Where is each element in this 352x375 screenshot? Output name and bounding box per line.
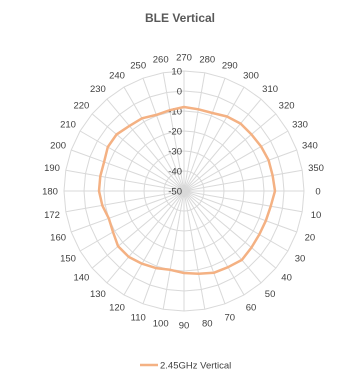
grid-spoke <box>183 78 226 192</box>
angle-label: 280 <box>199 55 215 66</box>
angle-label: 30 <box>295 254 306 265</box>
grid-spoke <box>183 169 303 192</box>
radar-grid <box>63 70 305 312</box>
grid-spoke <box>123 190 185 296</box>
angle-label: 130 <box>90 289 106 300</box>
grid-spoke <box>183 190 289 252</box>
chart-title: BLE Vertical <box>145 11 215 25</box>
angle-label: 330 <box>292 120 308 131</box>
angle-label: 150 <box>60 254 76 265</box>
legend: 2.45GHz Vertical <box>140 361 231 372</box>
grid-spoke <box>183 149 297 192</box>
angle-label: 180 <box>42 187 58 198</box>
grid-spoke <box>106 190 185 284</box>
grid-spoke <box>71 149 185 192</box>
angle-label: 120 <box>109 303 125 314</box>
angle-label: 20 <box>305 232 316 243</box>
grid-spoke <box>65 190 185 213</box>
angle-label: 250 <box>130 61 146 72</box>
radial-tick-label: -30 <box>168 147 182 158</box>
angle-label: 140 <box>73 273 89 284</box>
angle-label: 310 <box>262 84 278 95</box>
radial-tick-label: -40 <box>168 167 182 178</box>
angle-label: 290 <box>222 61 238 72</box>
angle-label: 220 <box>73 100 89 111</box>
angle-label: 50 <box>265 289 276 300</box>
radial-tick-label: 10 <box>171 67 182 78</box>
grid-spoke <box>79 190 185 252</box>
grid-spoke <box>183 98 262 192</box>
grid-spoke <box>183 113 277 192</box>
angle-label: 110 <box>131 312 146 323</box>
grid-spoke <box>183 190 226 304</box>
angle-label: 320 <box>279 100 295 111</box>
angle-label: 230 <box>90 84 106 95</box>
radial-tick-label: -50 <box>168 187 182 198</box>
grid-spoke <box>183 190 277 269</box>
series-line <box>97 105 277 275</box>
angle-label: 172 <box>44 210 60 221</box>
grid-spoke <box>162 190 185 310</box>
radial-tick-label: -10 <box>168 107 182 118</box>
angle-label: 300 <box>243 71 259 82</box>
grid-spoke <box>106 98 185 192</box>
grid-spoke <box>71 190 185 233</box>
angle-label: 260 <box>153 55 169 66</box>
grid-spoke <box>162 72 185 192</box>
grid-spoke <box>91 190 185 269</box>
grid-spoke <box>142 190 185 304</box>
angle-label: 70 <box>225 312 236 323</box>
angle-label: 270 <box>176 53 192 64</box>
angle-label: 60 <box>246 303 257 314</box>
grid-spoke <box>183 190 206 310</box>
radial-tick-label: -20 <box>168 127 182 138</box>
series-layer <box>97 105 277 275</box>
grid-spoke <box>183 190 262 284</box>
angle-label: 40 <box>281 273 292 284</box>
angle-label: 240 <box>109 71 125 82</box>
grid-spoke <box>183 72 206 192</box>
grid-spoke <box>79 130 185 192</box>
radial-tick-labels: -50 -40 -30 -20 -10 0 10 <box>168 67 182 198</box>
angle-label: 80 <box>202 319 213 330</box>
grid-spoke <box>91 113 185 192</box>
angle-label: 340 <box>302 141 318 152</box>
grid-spoke <box>183 190 303 213</box>
angle-label: 160 <box>50 232 66 243</box>
grid-spoke <box>183 190 245 296</box>
grid-spoke <box>183 190 297 233</box>
grid-spoke <box>142 78 185 192</box>
angle-label: 200 <box>50 141 66 152</box>
angle-label: 90 <box>179 321 190 332</box>
angle-label: 100 <box>153 319 169 330</box>
angle-label: 10 <box>311 210 322 221</box>
radial-tick-label: 0 <box>177 87 182 98</box>
grid-spoke <box>65 169 185 192</box>
grid-spoke <box>183 86 245 192</box>
angle-label: 350 <box>308 163 324 174</box>
legend-label: 2.45GHz Vertical <box>160 361 231 372</box>
grid-spoke <box>123 86 185 192</box>
angle-label: 210 <box>60 120 76 131</box>
grid-spoke <box>183 130 289 192</box>
angle-label: 0 <box>315 187 320 198</box>
angle-label: 190 <box>44 163 60 174</box>
